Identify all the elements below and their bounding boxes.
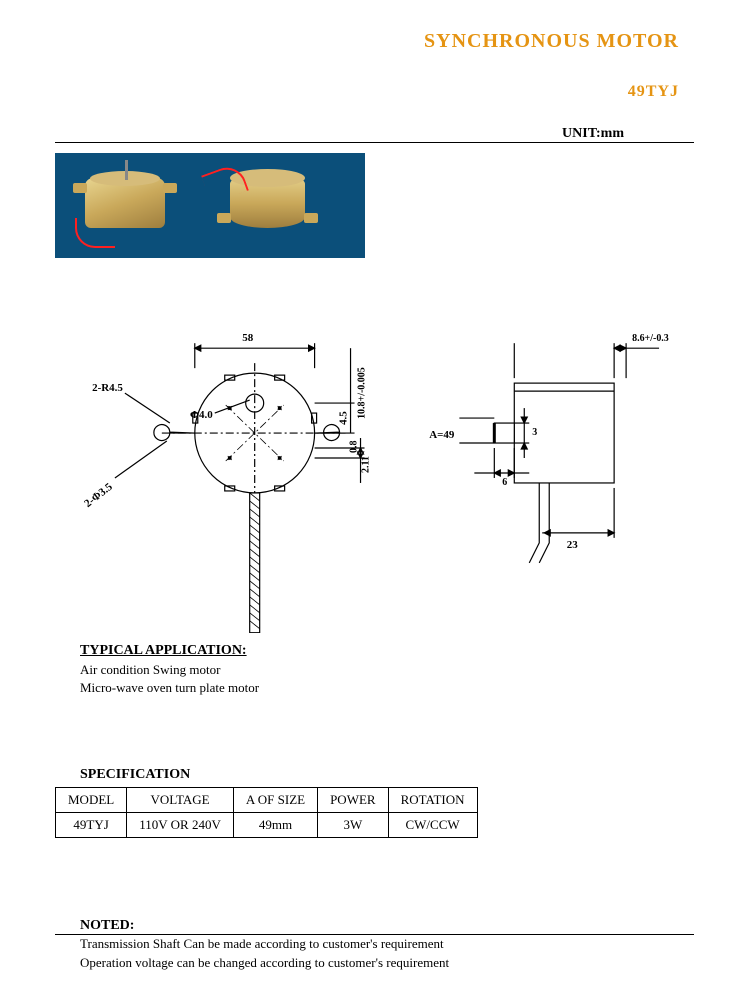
product-photo-area xyxy=(55,153,694,263)
noted-line-2: Operation voltage can be changed accordi… xyxy=(80,954,669,972)
col-rotation: ROTATION xyxy=(388,788,477,813)
cell-size: 49mm xyxy=(233,813,317,838)
dim-shaft: Φ4.0 xyxy=(190,409,213,421)
dim-58: 58 xyxy=(242,332,253,344)
dim-a: A=49 xyxy=(429,429,455,441)
col-power: POWER xyxy=(318,788,389,813)
motor-photo-1 xyxy=(85,178,165,228)
diagram-svg: 58 2-R4.5 2-Φ3.5 Φ4.0 4.5 10.8+/-0.005 0… xyxy=(55,283,694,633)
cell-power: 3W xyxy=(318,813,389,838)
dim-3: 3 xyxy=(532,427,537,438)
cell-voltage: 110V OR 240V xyxy=(127,813,234,838)
dim-r45: 2-R4.5 xyxy=(92,382,123,394)
dim-23: 23 xyxy=(567,539,578,551)
cell-model: 49TYJ xyxy=(56,813,127,838)
dim-08: 0.8 xyxy=(349,441,360,453)
col-model: MODEL xyxy=(56,788,127,813)
table-header-row: MODEL VOLTAGE A OF SIZE POWER ROTATION xyxy=(56,788,478,813)
app-line-1: Air condition Swing motor xyxy=(80,661,669,679)
cell-rotation: CW/CCW xyxy=(388,813,477,838)
specification-table: MODEL VOLTAGE A OF SIZE POWER ROTATION 4… xyxy=(55,787,478,838)
dim-45: 4.5 xyxy=(338,411,350,425)
typical-application-heading: TYPICAL APPLICATION: xyxy=(80,643,669,659)
col-size: A OF SIZE xyxy=(233,788,317,813)
typical-application-body: Air condition Swing motor Micro-wave ove… xyxy=(80,661,669,697)
specification-heading: SPECIFICATION xyxy=(80,767,669,783)
motor-photo-2 xyxy=(230,173,305,228)
dim-6: 6 xyxy=(502,477,507,488)
dim-108: 10.8+/-0.005 xyxy=(357,367,368,419)
page-title: SYNCHRONOUS MOTOR xyxy=(0,20,749,53)
table-row: 49TYJ 110V OR 240V 49mm 3W CW/CCW xyxy=(56,813,478,838)
dim-hole: 2-Φ3.5 xyxy=(82,481,115,510)
dim-211: 2.11 xyxy=(361,456,372,473)
photo-background xyxy=(55,153,365,258)
noted-heading: NOTED: xyxy=(80,918,669,934)
noted-body: Transmission Shaft Can be made according… xyxy=(80,935,669,971)
noted-line-1: Transmission Shaft Can be made according… xyxy=(80,935,669,953)
page-subtitle: 49TYJ xyxy=(0,53,749,101)
dim-86: 8.6+/-0.3 xyxy=(632,333,669,344)
col-voltage: VOLTAGE xyxy=(127,788,234,813)
engineering-diagram: 58 2-R4.5 2-Φ3.5 Φ4.0 4.5 10.8+/-0.005 0… xyxy=(55,283,694,633)
unit-label: UNIT:mm xyxy=(55,101,694,143)
app-line-2: Micro-wave oven turn plate motor xyxy=(80,679,669,697)
